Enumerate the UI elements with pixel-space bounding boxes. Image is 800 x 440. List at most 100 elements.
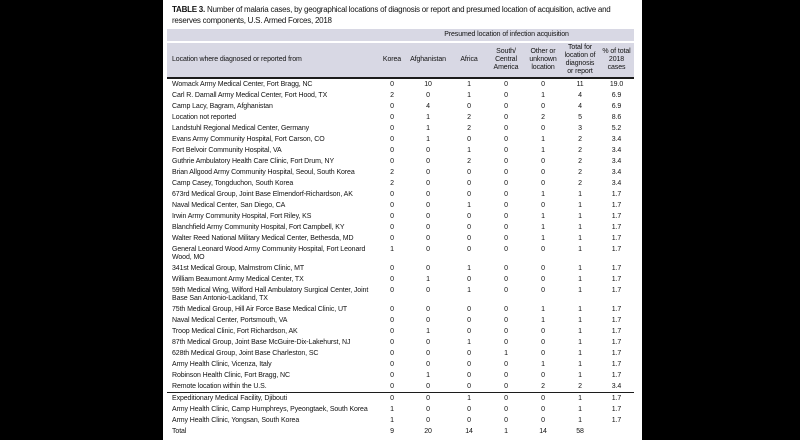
cell-africa: 2	[467, 124, 471, 132]
cell-afghanistan: 0	[426, 264, 430, 272]
cell-korea: 0	[390, 201, 394, 209]
table-title-line1: TABLE 3. Number of malaria cases, by geo…	[172, 4, 634, 15]
cell-pct: 1.7	[611, 305, 622, 313]
cell-south-central-america: 0	[504, 91, 508, 99]
cell-total: 1	[578, 190, 582, 198]
cell-korea: 1	[390, 416, 394, 424]
cell-other-unknown: 1	[541, 190, 545, 198]
cell-korea: 0	[390, 264, 394, 272]
cell-africa: 0	[467, 190, 471, 198]
cell-south-central-america: 0	[504, 113, 508, 121]
cell-total: 1	[578, 234, 582, 242]
cell-south-central-america: 0	[504, 275, 508, 283]
cell-total: 58	[576, 427, 584, 435]
cell-korea: 0	[390, 305, 394, 313]
table-row: Remote location within the U.S. 0 0 0 0 …	[167, 381, 634, 393]
table-row: 673rd Medical Group, Joint Base Elmendor…	[167, 189, 634, 200]
cell-south-central-america: 0	[504, 245, 508, 253]
cell-afghanistan: 0	[426, 360, 430, 368]
cell-korea: 0	[390, 135, 394, 143]
cell-pct: 6.9	[611, 102, 622, 110]
cell-pct: 1.7	[611, 190, 622, 198]
cell-africa: 0	[467, 275, 471, 283]
cell-africa: 0	[467, 245, 471, 253]
cell-south-central-america: 0	[504, 124, 508, 132]
table-row: 87th Medical Group, Joint Base McGuire-D…	[167, 337, 634, 348]
cell-pct: 1.7	[611, 360, 622, 368]
cell-location: 87th Medical Group, Joint Base McGuire-D…	[172, 338, 351, 346]
cell-other-unknown: 0	[541, 201, 545, 209]
cell-afghanistan: 0	[426, 405, 430, 413]
cell-korea: 1	[390, 245, 394, 253]
cell-pct	[599, 426, 634, 437]
malaria-cases-table: Presumed location of infection acquisiti…	[167, 29, 635, 437]
cell-korea: 0	[390, 360, 394, 368]
cell-afghanistan: 0	[426, 146, 430, 154]
cell-location: Robinson Health Clinic, Fort Bragg, NC	[172, 371, 290, 379]
cell-pct: 3.4	[611, 157, 622, 165]
table-row: Fort Belvoir Community Hospital, VA 0 0 …	[167, 145, 634, 156]
cell-location: 341st Medical Group, Malmstrom Clinic, M…	[172, 264, 305, 272]
table-row: Troop Medical Clinic, Fort Richardson, A…	[167, 326, 634, 337]
cell-korea: 0	[390, 113, 394, 121]
table-row: Naval Medical Center, Portsmouth, VA 0 0…	[167, 315, 634, 326]
cell-total: 4	[578, 102, 582, 110]
cell-south-central-america: 1	[504, 349, 508, 357]
cell-afghanistan: 1	[426, 275, 430, 283]
cell-location: Army Health Clinic, Yongsan, South Korea	[172, 416, 300, 424]
cell-total: 1	[578, 349, 582, 357]
cell-afghanistan: 0	[426, 245, 430, 253]
cell-afghanistan: 0	[426, 286, 430, 294]
table-row: Walter Reed National Military Medical Ce…	[167, 233, 634, 244]
cell-south-central-america: 0	[504, 416, 508, 424]
table-row: Guthrie Ambulatory Health Care Clinic, F…	[167, 156, 634, 167]
cell-afghanistan: 0	[426, 338, 430, 346]
cell-other-unknown: 2	[541, 382, 545, 390]
cell-africa: 0	[467, 416, 471, 424]
cell-south-central-america: 0	[504, 405, 508, 413]
cell-other-unknown: 0	[541, 286, 545, 294]
cell-total: 1	[578, 264, 582, 272]
cell-afghanistan: 0	[426, 91, 430, 99]
cell-pct: 1.7	[611, 316, 622, 324]
cell-afghanistan: 1	[426, 124, 430, 132]
cell-korea: 0	[379, 392, 405, 404]
cell-location: 628th Medical Group, Joint Base Charlest…	[172, 349, 319, 357]
cell-korea: 9	[390, 427, 394, 435]
cell-other-unknown: 0	[541, 405, 545, 413]
cell-korea: 0	[390, 223, 394, 231]
cell-location: Army Health Clinic, Vicenza, Italy	[172, 360, 272, 368]
table-row: Carl R. Darnall Army Medical Center, For…	[167, 90, 634, 101]
cell-korea: 0	[390, 102, 394, 110]
cell-total: 1	[561, 392, 599, 404]
cell-other-unknown: 1	[541, 135, 545, 143]
table-row: Brian Allgood Army Community Hospital, S…	[167, 167, 634, 178]
cell-total: 1	[578, 416, 582, 424]
cell-africa: 0	[467, 327, 471, 335]
header-corner-cell	[167, 29, 379, 43]
cell-korea: 2	[390, 91, 394, 99]
cell-other-unknown: 0	[541, 179, 545, 187]
cell-korea: 0	[390, 190, 394, 198]
cell-location: Fort Belvoir Community Hospital, VA	[172, 146, 282, 154]
cell-korea: 0	[390, 275, 394, 283]
cell-south-central-america: 1	[504, 427, 508, 435]
cell-other-unknown: 0	[541, 349, 545, 357]
cell-korea: 0	[390, 338, 394, 346]
cell-south-central-america: 0	[504, 338, 508, 346]
cell-africa: 0	[467, 349, 471, 357]
cell-total: 2	[578, 179, 582, 187]
table-row: Landstuhl Regional Medical Center, Germa…	[167, 123, 634, 134]
table-row: Robinson Health Clinic, Fort Bragg, NC 0…	[167, 370, 634, 381]
cell-africa: 0	[467, 168, 471, 176]
table-row: Irwin Army Community Hospital, Fort Rile…	[167, 211, 634, 222]
cell-afghanistan: 1	[426, 113, 430, 121]
cell-other-unknown: 1	[541, 91, 545, 99]
cell-afghanistan: 0	[426, 212, 430, 220]
cell-pct: 6.9	[611, 91, 622, 99]
cell-africa: 0	[467, 371, 471, 379]
cell-afghanistan: 0	[426, 382, 430, 390]
cell-total: 1	[578, 405, 582, 413]
cell-afghanistan: 4	[426, 102, 430, 110]
cell-afghanistan: 1	[426, 371, 430, 379]
